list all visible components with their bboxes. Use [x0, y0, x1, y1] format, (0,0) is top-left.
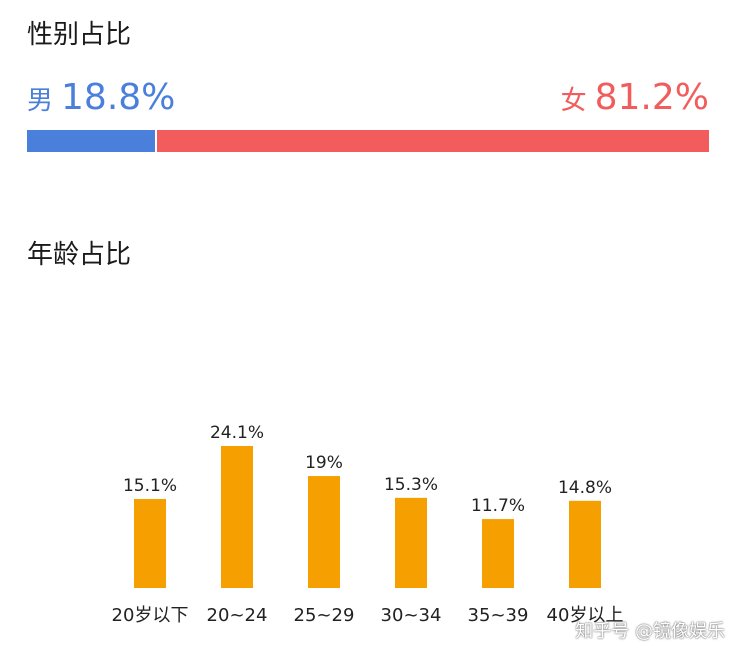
age-category-label-4: 35~39 — [468, 605, 529, 626]
age-value-label-2: 19% — [305, 453, 343, 473]
age-category-label-1: 20~24 — [207, 605, 268, 626]
age-value-label-3: 15.3% — [384, 475, 438, 495]
male-label: 男 18.8% — [27, 80, 175, 116]
gender-title: 性别占比 — [27, 20, 132, 50]
age-value-label-5: 14.8% — [558, 478, 612, 498]
age-value-label-4: 11.7% — [471, 496, 525, 516]
male-name: 男 — [27, 86, 54, 116]
age-bar-1 — [221, 446, 253, 588]
female-value: 81.2% — [594, 77, 709, 118]
age-category-label-0: 20岁以下 — [112, 605, 189, 626]
age-title: 年龄占比 — [27, 240, 132, 270]
age-bar-3 — [395, 497, 427, 588]
male-bar-segment — [27, 130, 155, 152]
age-bar-4 — [482, 519, 514, 588]
age-bar-5 — [569, 500, 601, 588]
male-value: 18.8% — [61, 77, 176, 118]
female-bar-segment — [156, 130, 709, 152]
age-value-label-0: 15.1% — [123, 476, 177, 496]
age-bar-2 — [308, 476, 340, 588]
age-category-label-3: 30~34 — [381, 605, 442, 626]
age-category-label-5: 40岁以上 — [547, 605, 624, 626]
female-name: 女 — [560, 86, 587, 116]
age-category-label-2: 25~29 — [294, 605, 355, 626]
gender-ratio-bar — [27, 130, 709, 152]
watermark: 知乎号 @镜像娱乐 — [575, 621, 725, 642]
female-label: 女 81.2% — [561, 80, 709, 116]
age-value-label-1: 24.1% — [210, 423, 264, 443]
age-bar-0 — [134, 499, 166, 588]
